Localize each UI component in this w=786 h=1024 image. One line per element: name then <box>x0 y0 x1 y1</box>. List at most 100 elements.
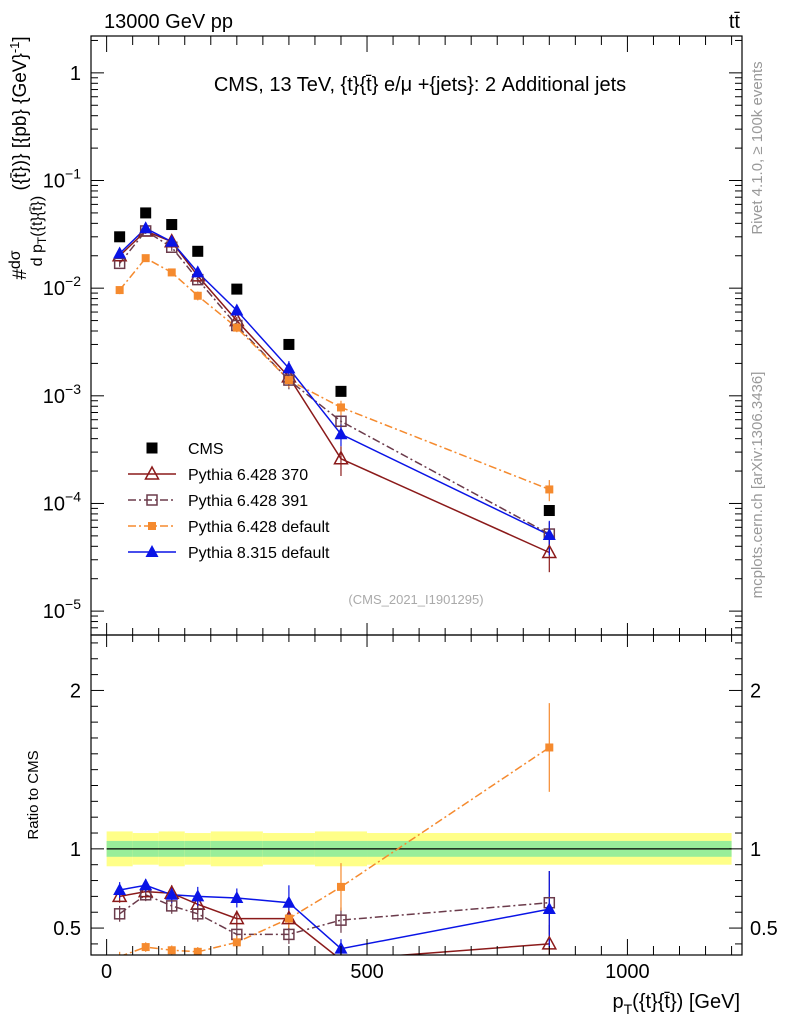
series-4-main-marker <box>230 303 244 316</box>
main-y-axis-label: #dσ d pT({t}{t̄}) ({t̄})} [{pb} {GeV}-1] <box>7 36 49 279</box>
series-4-ratio-marker <box>542 902 556 915</box>
series-0-main-marker <box>114 231 126 243</box>
series-3-main-line <box>119 257 550 491</box>
x-tick-label: 500 <box>350 961 383 983</box>
series-3-main-marker <box>545 485 554 494</box>
x-label-main: p <box>612 991 623 1013</box>
ratio-uncertainty-bands <box>106 831 732 867</box>
main-plot-area <box>91 36 742 635</box>
header-left: 13000 GeV pp <box>104 11 233 33</box>
main-y-tick-label: 10−3 <box>43 381 81 408</box>
analysis-watermark: (CMS_2021_I1901295) <box>348 592 483 607</box>
tick-base: 10 <box>43 493 65 515</box>
ratio-y-tick-labels: 0.5 0.5 1 1 2 2 <box>53 680 778 940</box>
series-2-main-line <box>119 230 550 535</box>
ratio-y-tick-label-left: 1 <box>70 839 81 861</box>
series-0-main-marker <box>283 338 295 350</box>
series-0-main-marker <box>140 207 152 219</box>
series-3-ratio-marker <box>167 946 176 955</box>
legend-entry-0-label: CMS <box>188 441 224 458</box>
series-4-ratio-marker <box>191 889 205 902</box>
series-0-main-marker <box>335 385 347 397</box>
series-2-ratio-marker <box>335 914 347 926</box>
series-4-main-marker <box>113 246 127 259</box>
ratio-y-tick-label-right: 0.5 <box>750 918 778 940</box>
legend-entry-1-marker <box>144 465 160 480</box>
main-markers <box>111 207 558 559</box>
legend-entry-0-marker <box>146 442 158 454</box>
main-panel-background <box>91 36 742 635</box>
ratio-bottom-mask <box>91 955 742 1015</box>
tick-base: 10 <box>43 386 65 408</box>
x-label-rest: ({t}{t̄}) [GeV] <box>632 991 740 1013</box>
ratio-y-tick-label-left: 0.5 <box>53 918 81 940</box>
x-tick-label: 1000 <box>605 961 650 983</box>
series-4-ratio-marker <box>139 878 153 891</box>
series-1-ratio-marker <box>137 883 154 898</box>
legend-entry-3-label: Pythia 6.428 default <box>188 519 330 536</box>
main-y-ticks <box>91 39 742 636</box>
series-3-main-marker <box>232 323 241 332</box>
series-4-main-marker <box>191 265 205 278</box>
legend: CMS Pythia 6.428 370 Pythia 6.428 391 Pythi… <box>128 441 330 562</box>
legend-entry-3-marker <box>148 522 156 530</box>
rivet-label: Rivet 4.1.0, ≥ 100k events <box>749 61 766 234</box>
series-0-main-marker <box>166 219 178 231</box>
main-y-tick-label: 10−2 <box>43 273 81 300</box>
tick-base: 10 <box>43 601 65 623</box>
series-3-main-marker <box>141 254 150 263</box>
ratio-error-bars <box>119 703 550 955</box>
series-2-ratio-line <box>119 893 550 936</box>
ratio-y-tick-label-right: 1 <box>750 839 761 861</box>
main-y-tick-label: 10−4 <box>43 488 81 515</box>
series-0-main-marker <box>192 245 204 257</box>
legend-entry-2-label: Pythia 6.428 391 <box>188 493 308 510</box>
ratio-y-tick-label-left: 2 <box>70 680 81 702</box>
tick-base: 10 <box>43 278 65 300</box>
series-3-ratio-marker <box>232 938 241 947</box>
legend-entry-4-label: Pythia 8.315 default <box>188 545 330 562</box>
x-tick-label: 0 <box>101 961 112 983</box>
series-3-main-marker <box>115 286 124 295</box>
tick-exponent: −3 <box>65 381 81 397</box>
series-2-main-marker <box>283 374 295 386</box>
main-y-tick-label: 1 <box>70 63 81 85</box>
tick-exponent: −4 <box>65 488 81 504</box>
series-4-ratio-line <box>119 884 550 950</box>
series-3-ratio-marker <box>336 882 345 891</box>
series-2-ratio-marker <box>165 900 178 912</box>
legend-entry-1-label: Pythia 6.428 370 <box>188 467 308 484</box>
chart-title: CMS, 13 TeV, {t}{t̄} e/μ +{jets}: 2 Addi… <box>214 74 626 96</box>
series-1-main-marker <box>541 543 558 559</box>
series-1-ratio-marker <box>111 887 128 903</box>
series-3-main-marker <box>193 291 202 300</box>
x-label-sub: T <box>624 1001 633 1017</box>
series-2-ratio-marker <box>192 908 204 920</box>
series-0-main-marker <box>543 505 555 517</box>
series-4-main-marker <box>542 527 556 540</box>
ratio-y-ticks <box>91 642 742 945</box>
header-right: tt̄ <box>729 11 741 33</box>
series-3-main-marker <box>167 268 176 277</box>
y-axis-label-text: #dσ d pT({t}{t̄}) ({t̄})} [{pb} {GeV}-1] <box>7 36 49 279</box>
series-2-main-marker <box>335 415 347 428</box>
series-3-ratio-marker <box>141 943 150 952</box>
x-ticks <box>106 36 733 955</box>
x-tick-labels: 0 500 1000 <box>101 961 650 983</box>
series-1-main-marker <box>333 450 349 465</box>
series-3-ratio-marker <box>284 914 293 923</box>
series-3-ratio-marker <box>545 743 554 752</box>
tick-exponent: −1 <box>65 166 81 182</box>
series-1-ratio-marker <box>229 909 245 925</box>
series-4-ratio-marker <box>113 883 127 896</box>
series-2-ratio-marker <box>283 928 295 941</box>
series-3-main-marker <box>284 376 293 385</box>
series-4-main-marker <box>282 361 296 374</box>
x-axis-label: pT({t}{t̄}) [GeV] <box>612 991 740 1017</box>
series-4-ratio-marker <box>165 887 179 900</box>
tick-exponent: −2 <box>65 273 81 289</box>
legend-entry-4-marker <box>145 545 159 557</box>
main-y-tick-labels: 110−110−210−310−410−5 <box>43 63 81 623</box>
tick-exponent: −5 <box>65 596 81 612</box>
